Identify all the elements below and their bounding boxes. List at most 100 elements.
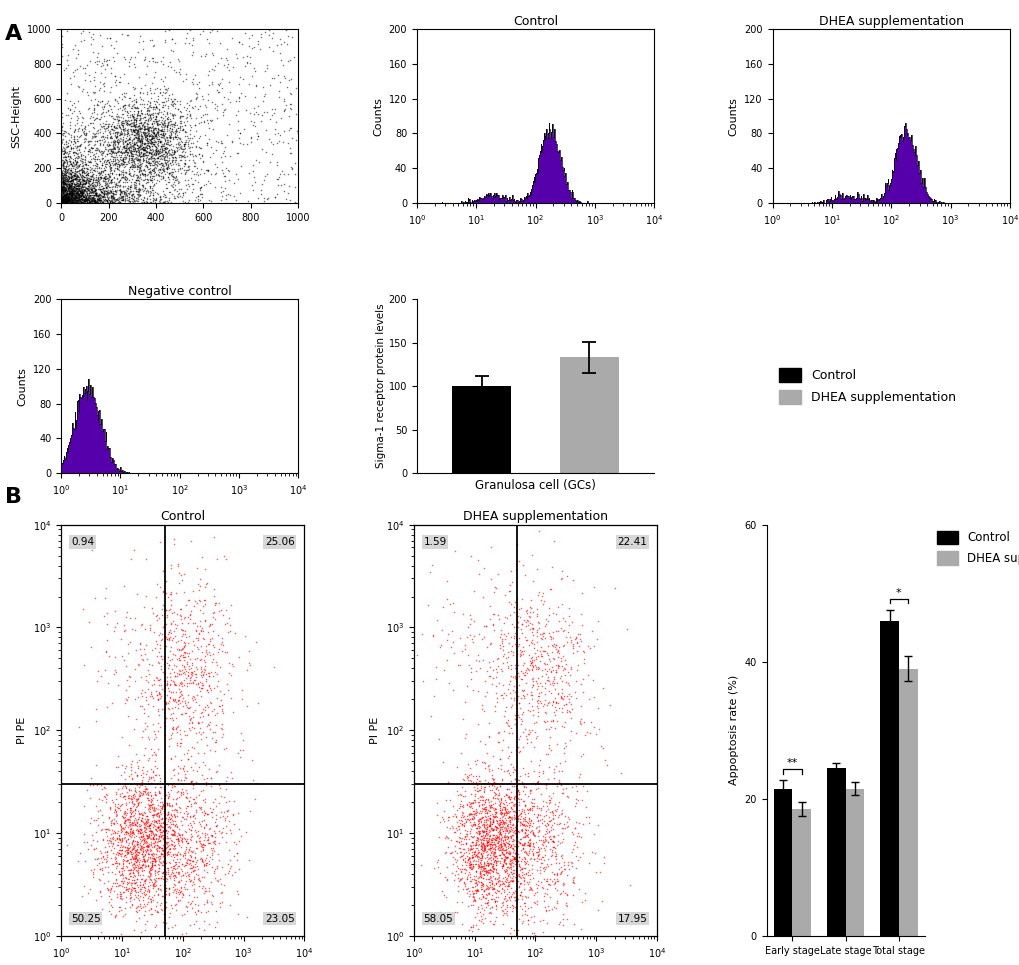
Point — [79, 165, 96, 180]
Point — [110, 834, 126, 849]
Point — [191, 823, 207, 839]
Point — [62, 185, 78, 201]
Point — [67, 195, 84, 210]
Point — [169, 735, 185, 751]
Point — [85, 129, 101, 145]
Point — [155, 117, 171, 132]
Point — [200, 162, 216, 178]
Point — [141, 829, 157, 844]
Point — [54, 141, 70, 156]
Point — [533, 837, 549, 852]
Point — [83, 189, 99, 205]
Point — [58, 182, 74, 198]
Point — [168, 855, 184, 870]
Point — [113, 861, 129, 876]
Point — [69, 176, 86, 191]
Bar — [792, 810, 810, 936]
Point — [210, 76, 226, 92]
Point — [540, 695, 556, 710]
Point — [476, 841, 492, 857]
Point — [184, 584, 201, 599]
Point — [228, 845, 245, 861]
Point — [125, 822, 142, 838]
Point — [63, 169, 79, 184]
Point — [126, 872, 143, 888]
Point — [110, 124, 126, 140]
Point — [85, 542, 101, 558]
Point — [117, 805, 133, 820]
Point — [155, 150, 171, 165]
Point — [499, 836, 516, 851]
Point — [207, 707, 223, 723]
Point — [154, 116, 170, 131]
Point — [137, 846, 153, 862]
Point — [142, 110, 158, 125]
Point — [521, 813, 537, 829]
Point — [556, 630, 573, 646]
Point — [132, 158, 149, 174]
Point — [115, 121, 131, 136]
Point — [222, 94, 238, 109]
Point — [72, 184, 89, 200]
Point — [151, 810, 167, 825]
Point — [182, 872, 199, 888]
Point — [492, 798, 508, 813]
Point — [510, 784, 526, 799]
Point — [167, 96, 183, 112]
Point — [486, 848, 502, 864]
Point — [87, 841, 103, 857]
Point — [132, 924, 149, 940]
Point — [221, 172, 237, 187]
Point — [94, 146, 110, 161]
Point — [573, 716, 589, 731]
Point — [585, 579, 601, 594]
Point — [176, 857, 193, 872]
Point — [210, 674, 226, 689]
Point — [166, 128, 182, 144]
Point — [589, 902, 605, 918]
Point — [137, 805, 153, 820]
Point — [542, 813, 558, 828]
Point — [436, 831, 452, 846]
Point — [492, 761, 508, 777]
Point — [520, 613, 536, 628]
Point — [59, 194, 75, 209]
Point — [81, 179, 97, 194]
Point — [127, 145, 144, 160]
Point — [99, 821, 115, 837]
Point — [466, 786, 482, 802]
Point — [128, 150, 145, 165]
Point — [63, 105, 79, 121]
Point — [537, 661, 553, 676]
Point — [498, 831, 515, 846]
Point — [160, 58, 176, 73]
Point — [494, 806, 511, 821]
Point — [181, 711, 198, 727]
Point — [74, 187, 91, 203]
Point — [549, 687, 566, 703]
Point — [127, 811, 144, 826]
Point — [53, 186, 69, 202]
Point — [59, 191, 75, 207]
Point — [148, 822, 164, 838]
Point — [189, 133, 205, 149]
Point — [493, 802, 510, 817]
Point — [132, 149, 149, 164]
Point — [511, 911, 527, 926]
Point — [133, 140, 150, 155]
Point — [512, 768, 528, 784]
Point — [135, 828, 151, 843]
Point — [117, 164, 133, 179]
Point — [58, 158, 74, 174]
Point — [123, 868, 140, 884]
Point — [463, 849, 479, 865]
Point — [470, 784, 486, 799]
Point — [228, 845, 245, 861]
Point — [162, 689, 178, 704]
Point — [149, 838, 165, 853]
Point — [473, 874, 489, 890]
Point — [151, 676, 167, 692]
Point — [62, 193, 78, 208]
Point — [53, 183, 69, 199]
Point — [56, 188, 72, 204]
